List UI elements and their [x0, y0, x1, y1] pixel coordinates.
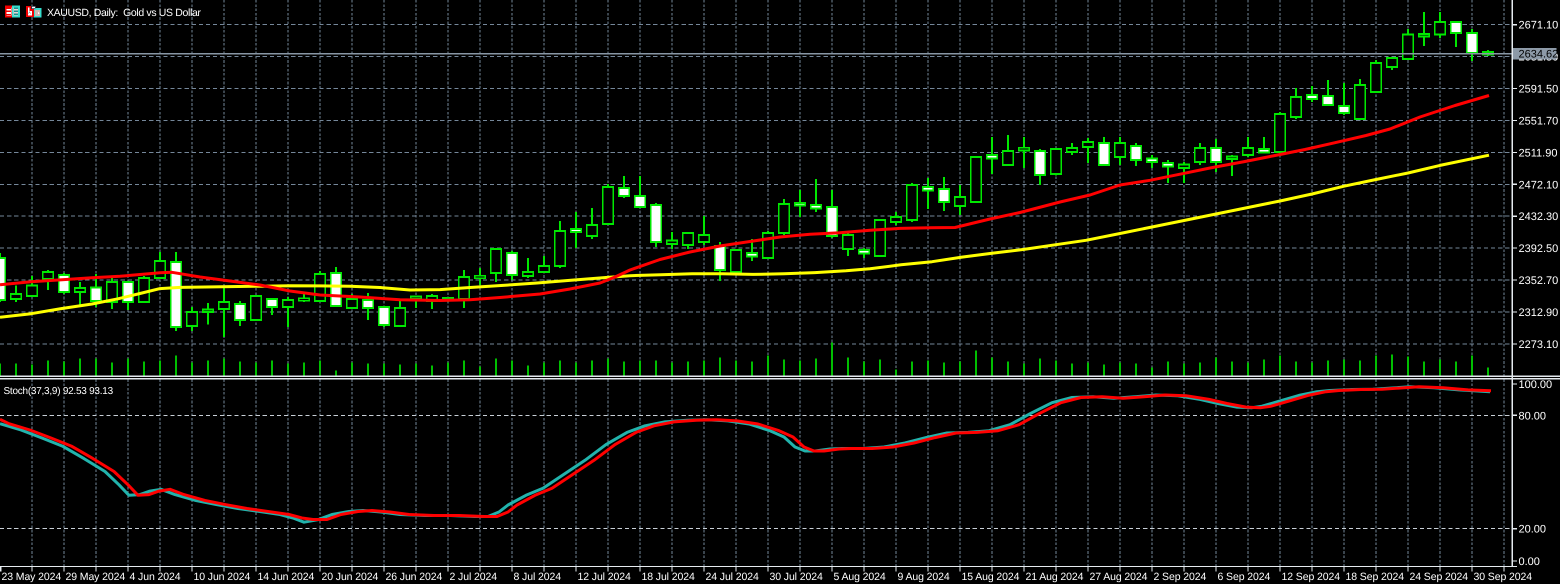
svg-text:21 Aug 2024: 21 Aug 2024 — [1026, 571, 1084, 583]
svg-text:18 Sep 2024: 18 Sep 2024 — [1346, 571, 1405, 583]
svg-text:26 Jun 2024: 26 Jun 2024 — [386, 571, 443, 583]
svg-text:Stoch(37,3,9) 92.53 93.13: Stoch(37,3,9) 92.53 93.13 — [4, 386, 114, 397]
svg-text:23 May 2024: 23 May 2024 — [2, 571, 62, 583]
svg-text:2312.90: 2312.90 — [1519, 307, 1559, 319]
svg-text:2511.90: 2511.90 — [1519, 147, 1558, 159]
svg-text:12 Sep 2024: 12 Sep 2024 — [1282, 571, 1341, 583]
svg-text:14 Jun 2024: 14 Jun 2024 — [258, 571, 315, 583]
svg-text:2 Sep 2024: 2 Sep 2024 — [1154, 571, 1207, 583]
svg-text:2671.10: 2671.10 — [1519, 20, 1559, 32]
svg-text:5 Aug 2024: 5 Aug 2024 — [834, 571, 886, 583]
svg-text:30 Jul 2024: 30 Jul 2024 — [770, 571, 823, 583]
svg-text:4 Jun 2024: 4 Jun 2024 — [130, 571, 181, 583]
svg-text:80.00: 80.00 — [1519, 410, 1547, 422]
svg-text:29 May 2024: 29 May 2024 — [66, 571, 126, 583]
svg-text:30 Sep 2024: 30 Sep 2024 — [1474, 571, 1533, 583]
svg-text:9 Aug 2024: 9 Aug 2024 — [898, 571, 950, 583]
svg-text:24 Sep 2024: 24 Sep 2024 — [1410, 571, 1469, 583]
svg-text:100.00: 100.00 — [1519, 379, 1553, 391]
svg-text:2392.50: 2392.50 — [1519, 243, 1559, 255]
svg-text:24 Jul 2024: 24 Jul 2024 — [706, 571, 759, 583]
svg-text:2634.62: 2634.62 — [1519, 49, 1559, 61]
svg-text:XAUUSD, Daily: Gold vs US Dol: XAUUSD, Daily: Gold vs US Dollar — [47, 7, 201, 19]
svg-text:12 Jul 2024: 12 Jul 2024 — [578, 571, 631, 583]
svg-text:2352.70: 2352.70 — [1519, 275, 1559, 287]
svg-text:10 Jun 2024: 10 Jun 2024 — [194, 571, 251, 583]
svg-text:20 Jun 2024: 20 Jun 2024 — [322, 571, 379, 583]
svg-text:2 Jul 2024: 2 Jul 2024 — [450, 571, 498, 583]
svg-text:18 Jul 2024: 18 Jul 2024 — [642, 571, 695, 583]
svg-text:2551.70: 2551.70 — [1519, 116, 1559, 128]
svg-text:2273.10: 2273.10 — [1519, 339, 1559, 351]
svg-text:2432.30: 2432.30 — [1519, 211, 1559, 223]
svg-text:15 Aug 2024: 15 Aug 2024 — [962, 571, 1020, 583]
svg-text:6 Sep 2024: 6 Sep 2024 — [1218, 571, 1271, 583]
svg-text:2591.50: 2591.50 — [1519, 84, 1559, 96]
svg-text:8 Jul 2024: 8 Jul 2024 — [514, 571, 562, 583]
svg-text:2472.10: 2472.10 — [1519, 179, 1559, 191]
svg-text:20.00: 20.00 — [1519, 524, 1547, 536]
svg-text:27 Aug 2024: 27 Aug 2024 — [1090, 571, 1148, 583]
svg-text:0.00: 0.00 — [1519, 556, 1540, 568]
